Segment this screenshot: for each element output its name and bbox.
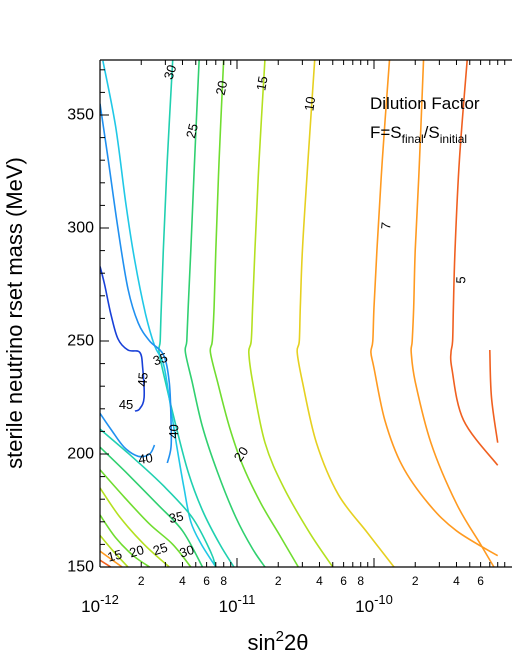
x-tick-label-minor-1: 4 bbox=[179, 574, 186, 588]
contour-line-40-10 bbox=[100, 103, 173, 464]
x-tick-label-major-0: 10-12 bbox=[81, 592, 119, 616]
contour-label-15-15-0: 15 bbox=[106, 547, 124, 565]
contour-line-20-16 bbox=[100, 469, 192, 568]
contour-label-40-10-0: 40 bbox=[166, 424, 181, 439]
x-tick-label-minor-3: 8 bbox=[220, 574, 227, 588]
contour-line-10-4 bbox=[296, 60, 395, 568]
contour-label-40-11-0: 40 bbox=[137, 450, 153, 467]
contour-label-30-18-0: 30 bbox=[178, 542, 196, 561]
y-axis-ticks bbox=[100, 69, 109, 568]
y-tick-label-250: 250 bbox=[67, 333, 94, 350]
y-tick-label-350: 350 bbox=[67, 107, 94, 124]
contour-line-30-18 bbox=[100, 428, 217, 568]
contour-label-35-9-0: 35 bbox=[151, 350, 169, 369]
x-tick-label-minor-0: 2 bbox=[138, 574, 145, 588]
contour-label-15-5-0: 15 bbox=[253, 75, 270, 92]
contour-label-35-9-1: 35 bbox=[168, 508, 185, 526]
contour-line-35-9 bbox=[102, 60, 217, 568]
contour-label-7-2-0: 7 bbox=[378, 221, 394, 230]
contour-label-25-7-0: 25 bbox=[183, 122, 201, 140]
contour-line-45-12 bbox=[100, 266, 146, 412]
y-tick-label-150: 150 bbox=[67, 559, 94, 576]
contour-line-15-15 bbox=[100, 534, 129, 568]
x-axis-tick-labels: 10-12 10-11 10-102 4 6 8 2 4 6 8 2 4 6 bbox=[81, 574, 484, 616]
contour-line-40-11 bbox=[100, 412, 156, 458]
x-tick-label-minor-8: 2 bbox=[412, 574, 419, 588]
contour-line-7-2 bbox=[370, 60, 499, 557]
contour-label-10-4-0: 10 bbox=[301, 95, 318, 111]
y-axis-tick-labels: 150 200 250 300 350 bbox=[67, 107, 94, 576]
contour-line-20-6 bbox=[209, 60, 299, 568]
x-tick-label-major-2: 10-10 bbox=[355, 592, 393, 616]
contour-label-20-16-0: 20 bbox=[128, 542, 146, 560]
contour-line-25-17 bbox=[100, 446, 204, 568]
contour-label-5-0-0: 5 bbox=[453, 276, 468, 284]
x-tick-label-minor-10: 6 bbox=[477, 574, 484, 588]
x-tick-label-minor-4: 2 bbox=[275, 574, 282, 588]
contour-label-45-12-1: 45 bbox=[119, 397, 133, 412]
y-axis-title: sterile neutrino rset mass (MeV) bbox=[2, 157, 27, 469]
contour-line-5-0 bbox=[449, 60, 499, 466]
contour-lines bbox=[100, 60, 499, 568]
x-tick-label-minor-7: 8 bbox=[357, 574, 364, 588]
contour-label-30-8-0: 30 bbox=[161, 63, 180, 81]
contour-label-25-17-0: 25 bbox=[151, 540, 169, 559]
x-tick-label-major-1: 10-11 bbox=[219, 592, 256, 616]
contour-label-20-6-1: 20 bbox=[231, 444, 252, 464]
contour-line-7-3 bbox=[410, 60, 495, 568]
contour-label-20-6-0: 20 bbox=[213, 79, 231, 96]
contour-line-15-5 bbox=[247, 60, 334, 568]
annotation-title: Dilution Factor bbox=[370, 94, 480, 113]
x-tick-label-minor-2: 6 bbox=[203, 574, 210, 588]
x-axis-title: sin22θ bbox=[248, 628, 309, 655]
annotation-formula: F=Sfinal/Sinitial bbox=[370, 123, 467, 146]
x-tick-label-minor-9: 4 bbox=[453, 574, 460, 588]
contour-line-7-20 bbox=[100, 550, 123, 568]
y-tick-label-300: 300 bbox=[67, 220, 94, 237]
contour-line-5-1 bbox=[489, 349, 499, 443]
x-axis-ticks bbox=[99, 60, 506, 567]
x-tick-label-minor-6: 6 bbox=[340, 574, 347, 588]
contour-line-25-7 bbox=[184, 60, 266, 568]
contour-line-15-13 bbox=[100, 487, 170, 568]
contour-line-20-14 bbox=[100, 514, 151, 568]
x-tick-label-minor-5: 4 bbox=[316, 574, 323, 588]
dilution-factor-annotation: Dilution Factor F=Sfinal/Sinitial bbox=[370, 94, 480, 146]
contour-label-45-12-0: 45 bbox=[135, 372, 151, 388]
y-tick-label-200: 200 bbox=[67, 446, 94, 463]
